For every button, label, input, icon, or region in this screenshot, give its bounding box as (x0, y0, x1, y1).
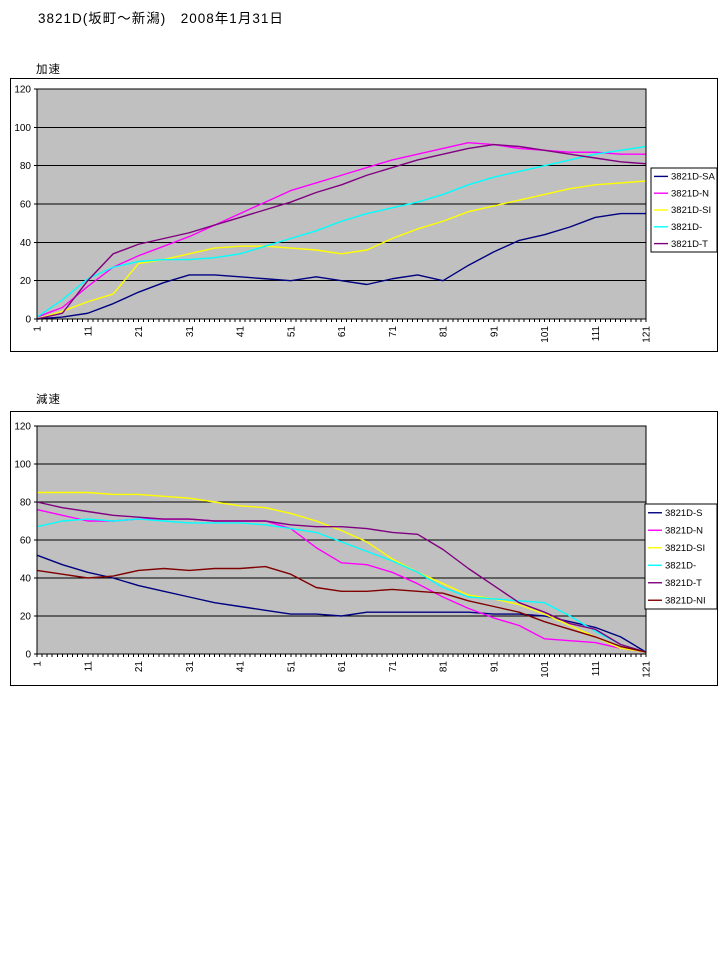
x-axis-label: 61 (337, 326, 348, 338)
x-axis-label: 71 (388, 326, 399, 338)
acceleration-chart: 0 20 40 60 80 100 120 1 11 21 31 41 51 61 71 81 91 101 111… (10, 78, 718, 352)
x-axis-label: 71 (388, 661, 399, 673)
legend-label: 3821D-SA (671, 172, 715, 183)
series-line-3821D-T (36, 501, 647, 653)
legend-label: 3821D-T (665, 578, 702, 589)
x-axis-label: 41 (236, 661, 247, 673)
x-axis-label: 121 (642, 661, 653, 678)
x-axis-label: 101 (540, 326, 551, 343)
x-axis-label: 41 (236, 326, 247, 338)
series-line-3821D-SA (36, 212, 646, 320)
x-axis-label: 121 (642, 326, 653, 343)
y-axis-label: 120 (14, 422, 31, 433)
series-line-3821D-T (36, 143, 647, 320)
y-axis-label: 60 (20, 200, 32, 211)
legend-label: 3821D- (671, 222, 702, 233)
x-axis-label: 61 (337, 661, 348, 673)
x-axis-label: 81 (439, 326, 450, 338)
series-line-3821D-SI (37, 491, 647, 653)
x-axis-label: 111 (591, 326, 602, 342)
x-axis-label: 111 (591, 661, 602, 677)
deceleration-chart: 0 20 40 60 80 100 120 1 11 21 31 41 51 61 71 81 91 101 111… (10, 411, 718, 686)
x-axis-label: 11 (83, 326, 94, 337)
y-axis-label: 40 (20, 574, 32, 585)
series-line-3821D-SI (36, 180, 647, 320)
y-axis-label: 120 (14, 85, 31, 96)
x-axis-label: 1 (33, 661, 44, 667)
legend-label: 3821D-SI (665, 543, 705, 554)
x-axis-label: 21 (134, 326, 145, 338)
x-axis-label: 101 (540, 661, 551, 678)
y-axis-label: 60 (20, 536, 32, 547)
x-axis-label: 21 (134, 661, 145, 673)
x-axis-label: 11 (83, 661, 94, 672)
x-axis-label: 51 (286, 661, 297, 673)
legend-label: 3821D-N (671, 188, 709, 199)
legend-label: 3821D-N (665, 525, 703, 536)
x-axis-label: 1 (33, 326, 44, 332)
legend-label: 3821D-NI (665, 595, 706, 606)
x-axis-label: 91 (489, 326, 500, 338)
y-axis-label: 0 (25, 650, 31, 661)
legend-label: 3821D-SI (671, 205, 711, 216)
x-axis-label: 31 (185, 326, 196, 338)
deceleration-chart-title: 減速 (36, 394, 61, 406)
legend-label: 3821D-T (671, 239, 708, 250)
series-line-3821D- (36, 518, 647, 653)
y-axis-label: 20 (20, 612, 32, 623)
x-axis-label: 81 (439, 661, 450, 673)
y-axis-label: 20 (20, 276, 32, 287)
x-axis-label: 51 (286, 326, 297, 338)
x-axis-label: 31 (185, 661, 196, 673)
x-axis-label: 91 (489, 661, 500, 673)
page-title: 3821D(坂町～新潟) 2008年1月31日 (38, 11, 284, 26)
y-axis-label: 100 (14, 123, 31, 134)
legend-label: 3821D- (665, 560, 696, 571)
series-line-3821D-NI (36, 565, 647, 653)
series-line-3821D-S (36, 554, 647, 653)
y-axis-label: 80 (20, 161, 32, 172)
y-axis-label: 0 (25, 315, 31, 326)
plot-border (36, 88, 647, 320)
y-axis-label: 100 (14, 460, 31, 471)
series-line-3821D- (36, 145, 647, 318)
legend-label: 3821D-S (665, 508, 703, 519)
y-axis-label: 80 (20, 498, 32, 509)
y-axis-label: 40 (20, 238, 32, 249)
acceleration-chart-title: 加速 (36, 64, 61, 76)
legend-box (644, 503, 718, 610)
